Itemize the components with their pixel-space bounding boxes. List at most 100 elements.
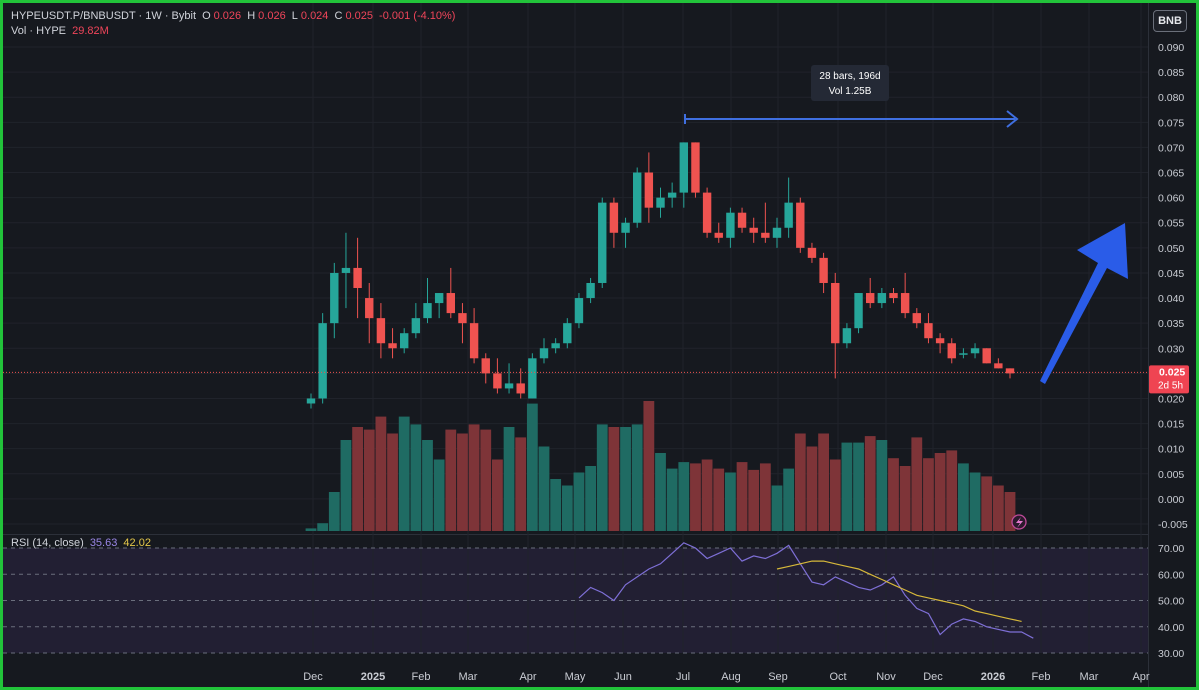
volume-bar xyxy=(631,424,643,531)
volume-bar xyxy=(643,401,655,531)
candle-body xyxy=(761,232,770,238)
volume-legend: Vol · HYPE 29.82M xyxy=(11,25,112,37)
volume-bar xyxy=(608,427,620,531)
candle-body xyxy=(481,358,490,374)
candle-body xyxy=(970,348,980,354)
volume-bar xyxy=(526,403,538,531)
x-tick-label: Apr xyxy=(1132,671,1149,683)
volume-bar xyxy=(864,436,876,531)
rsi-tick-label: 40.00 xyxy=(1158,622,1184,634)
candle-body xyxy=(994,363,1003,369)
volume-bar xyxy=(736,462,748,531)
volume-bar xyxy=(678,462,690,531)
price-tick-label: 0.080 xyxy=(1158,92,1184,104)
x-tick-label: Dec xyxy=(303,671,323,683)
rsi-value: 35.63 xyxy=(89,537,118,549)
candle-body xyxy=(528,358,537,399)
volume-bar xyxy=(468,424,480,531)
candle-body xyxy=(539,348,549,359)
candle-body xyxy=(609,202,619,233)
low-label: L xyxy=(291,10,298,22)
volume-bar xyxy=(748,469,760,531)
candle-body xyxy=(935,338,945,344)
rsi-ma-line xyxy=(776,560,1022,622)
volume-bar xyxy=(352,427,363,531)
volume-bar xyxy=(725,472,736,531)
volume-bar xyxy=(375,416,387,531)
candle-body xyxy=(586,282,595,299)
change-value: -0.001 (-4.10%) xyxy=(379,10,456,22)
rsi-label: RSI (14, close) xyxy=(11,537,84,549)
measure-volume-text: Vol 1.25B xyxy=(829,86,872,97)
volume-bar xyxy=(410,424,422,531)
volume-bar xyxy=(340,440,352,531)
x-tick-label: Jun xyxy=(614,671,632,683)
x-tick-label: Mar xyxy=(1080,671,1099,683)
candle-body xyxy=(819,257,828,283)
measure-bars-text: 28 bars, 196d xyxy=(819,71,880,82)
volume-bar xyxy=(596,424,608,531)
volume-bar xyxy=(538,446,550,531)
volume-label: Vol · HYPE xyxy=(11,25,67,37)
candle-body xyxy=(667,192,677,198)
volume-bar xyxy=(363,429,375,531)
candle-body xyxy=(796,202,805,248)
volume-bar xyxy=(969,472,981,531)
price-tick-label: 0.015 xyxy=(1158,419,1184,431)
candle-body xyxy=(900,293,910,314)
price-tick-label: 0.005 xyxy=(1158,469,1184,481)
candle-body xyxy=(784,202,793,228)
price-tick-label: 0.035 xyxy=(1158,318,1184,330)
candle-body xyxy=(388,343,397,349)
high-label: H xyxy=(247,10,256,22)
candle-body xyxy=(434,293,444,304)
candle-body xyxy=(866,293,875,304)
x-tick-label: May xyxy=(565,671,586,683)
volume-bar xyxy=(1004,492,1016,531)
volume-bar xyxy=(492,459,503,531)
candle-body xyxy=(318,323,327,399)
volume-bar xyxy=(561,485,573,531)
x-tick-label: Feb xyxy=(412,671,431,683)
candle-body xyxy=(306,398,316,404)
candle-body xyxy=(831,282,840,344)
price-tick-label: 0.055 xyxy=(1158,218,1184,230)
candle-body xyxy=(772,227,782,238)
compare-symbol-button[interactable]: BNB xyxy=(1153,10,1187,32)
candle-body xyxy=(912,313,921,324)
candle-body xyxy=(749,227,758,233)
volume-bar xyxy=(422,440,433,531)
x-tick-label: Feb xyxy=(1032,671,1051,683)
volume-value: 29.82M xyxy=(72,25,109,37)
candle-body xyxy=(365,298,374,319)
candle-body xyxy=(598,202,607,283)
low-value: 0.024 xyxy=(300,10,329,22)
open-label: O xyxy=(202,10,211,22)
candle-body xyxy=(330,272,339,324)
candle-body xyxy=(574,298,584,324)
volume-bar xyxy=(701,459,713,531)
volume-bar xyxy=(690,463,701,531)
candle-body xyxy=(551,343,560,349)
measure-arrowhead xyxy=(1006,110,1019,128)
rsi-legend: RSI (14, close) 35.63 42.02 xyxy=(11,537,154,549)
candle-body xyxy=(691,142,700,193)
trend-arrow-icon xyxy=(1040,223,1128,384)
rsi-line xyxy=(578,542,1034,639)
candle-body xyxy=(726,212,735,238)
x-tick-label: 2026 xyxy=(981,671,1005,683)
x-tick-label: Nov xyxy=(876,671,896,683)
volume-bar xyxy=(445,429,457,531)
candle-body xyxy=(621,222,630,233)
rsi-tick-label: 70.00 xyxy=(1158,543,1184,555)
price-chart[interactable]: Dec 2025 Feb Mar Apr May Jun Jul Aug Sep Oct Nov Dec… xyxy=(3,3,1196,687)
volume-bar xyxy=(550,479,562,531)
measure-tooltip xyxy=(811,65,889,101)
candle-body xyxy=(807,247,817,258)
volume-bar xyxy=(328,492,340,531)
price-tick-label: 0.075 xyxy=(1158,117,1184,129)
volume-bar xyxy=(899,466,911,531)
close-label: C xyxy=(334,10,343,22)
volume-bar xyxy=(923,458,934,531)
